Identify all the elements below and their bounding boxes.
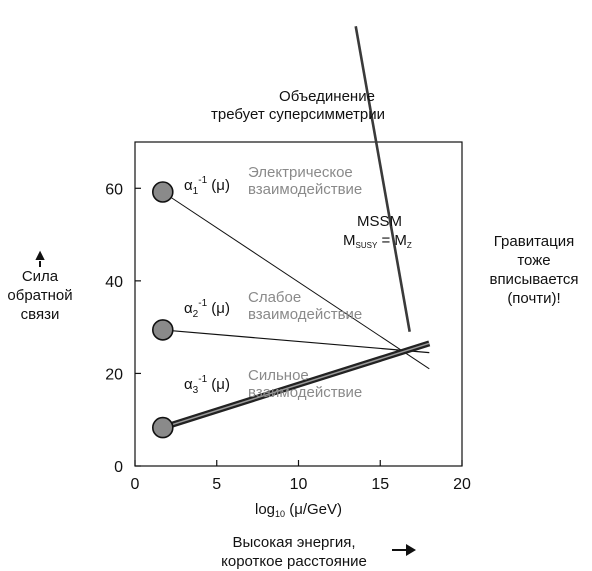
series-alpha1-line <box>162 191 430 370</box>
y-tick-label: 0 <box>114 459 123 476</box>
mssm-formula: MSUSY = MZ <box>343 232 412 250</box>
series-alpha2-line <box>162 329 430 354</box>
gravity-note-line-2: тоже <box>517 252 551 269</box>
y-tick-label: 60 <box>105 181 123 198</box>
series-alpha1-start-point <box>151 181 174 203</box>
unification-note-line-1: Объединение <box>279 88 375 105</box>
series-mssm-line <box>354 26 411 332</box>
y-axis-arrow: ▲ <box>0 248 80 267</box>
gravity-note: Гравитация тоже вписывается (почти)! <box>478 232 590 308</box>
x-axis-label: log10 (μ/GeV) <box>255 501 342 519</box>
y-axis-caption-line-1: Сила <box>21 268 59 285</box>
series-alpha2-label: α2-1 (μ) <box>184 298 230 320</box>
unification-note-line-2: требует суперсимметрии <box>211 106 385 123</box>
x-axis-caption-line-1: Высокая энергия, <box>232 534 356 551</box>
series-alpha2-start-point <box>151 319 174 341</box>
y-axis-caption-line-2: обратной <box>7 287 73 304</box>
x-axis-caption: Высокая энергия, короткое расстояние <box>196 533 392 571</box>
x-axis-arrow <box>392 549 410 551</box>
gravity-note-line-3: вписывается <box>489 271 579 288</box>
mssm-label: MSSM <box>357 213 402 230</box>
series-alpha1-name-line-1: Электрическое <box>248 164 353 181</box>
series-alpha3-name-line-2: взаимодействие <box>248 384 362 401</box>
series-alpha2-name-line-2: взаимодействие <box>248 306 362 323</box>
series-alpha3-start-point <box>151 416 174 439</box>
y-tick-label: 40 <box>105 274 123 291</box>
y-axis-caption: ▲ Сила обратной связи <box>0 248 80 324</box>
series-alpha3-name-line-1: Сильное <box>248 367 309 384</box>
x-tick-label: 5 <box>212 476 221 493</box>
series-alpha3-label: α3-1 (μ) <box>184 374 230 396</box>
series-alpha2-name-line-1: Слабое <box>248 289 301 306</box>
series-alpha1-name-line-2: взаимодействие <box>248 181 362 198</box>
x-tick-label: 0 <box>131 476 140 493</box>
series-alpha1-label: α1-1 (μ) <box>184 175 230 197</box>
series-group <box>161 191 431 431</box>
x-axis-caption-line-2: короткое расстояние <box>221 553 367 570</box>
y-axis-caption-line-3: связи <box>20 306 60 323</box>
series-alpha3-core <box>162 342 430 429</box>
x-axis-arrow-head <box>406 544 416 556</box>
gravity-note-line-1: Гравитация <box>493 233 575 250</box>
x-tick-label: 10 <box>290 476 308 493</box>
x-tick-label: 15 <box>371 476 389 493</box>
x-tick-label: 20 <box>453 476 471 493</box>
gravity-note-line-4: (почти)! <box>507 290 561 307</box>
y-tick-label: 20 <box>105 366 123 383</box>
